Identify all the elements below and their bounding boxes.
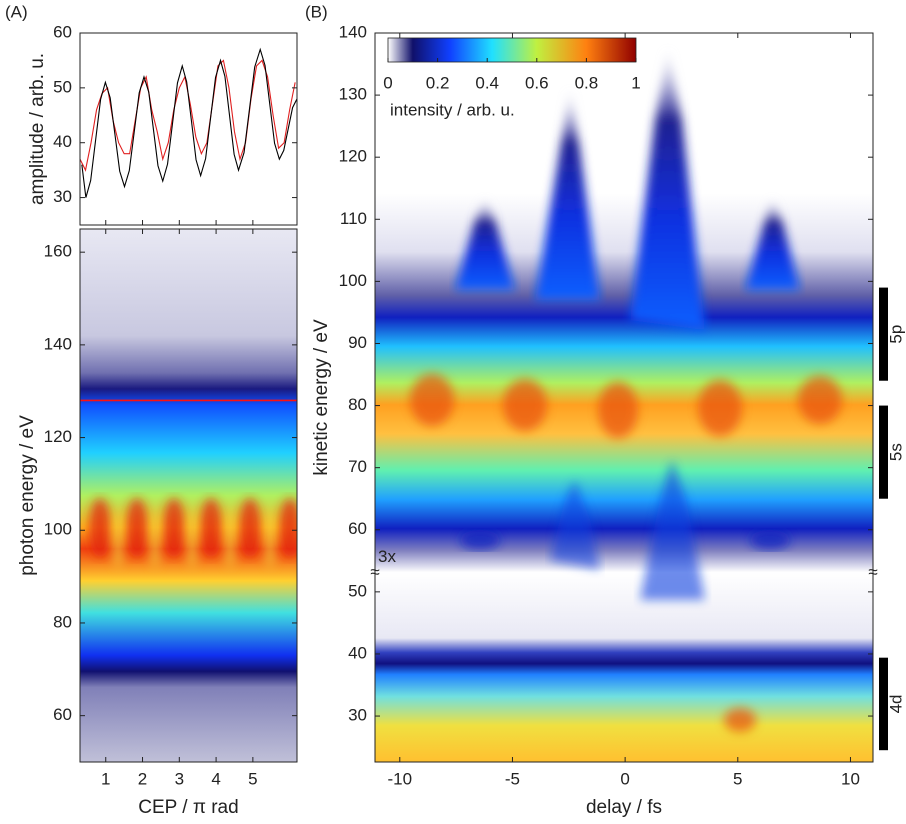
colorbar-tick-label: 0.4	[475, 73, 499, 92]
y-tick-label: 60	[53, 705, 72, 724]
y-tick-label: 30	[53, 187, 72, 206]
plot-frame	[79, 228, 298, 763]
y-tick-label: 140	[339, 22, 367, 41]
y-tick-label: 110	[340, 209, 367, 228]
band-label: 5s	[886, 443, 905, 461]
band-label: 4d	[886, 694, 905, 713]
y-tick-label: 60	[348, 519, 367, 538]
y-tick-label: 120	[339, 147, 367, 166]
x-tick-label: 2	[138, 769, 147, 788]
y-tick-label: 40	[348, 643, 367, 662]
x-tick-label: 5	[733, 769, 742, 788]
panel-label: (A)	[5, 2, 28, 21]
x-tick-label: 1	[101, 769, 110, 788]
heatmap-b	[375, 33, 873, 762]
y-tick-label: 90	[348, 333, 367, 352]
x-tick-label: 10	[841, 769, 860, 788]
y-tick-label: 160	[44, 242, 72, 261]
x-tick-label: -10	[387, 769, 412, 788]
y-tick-label: 30	[348, 706, 367, 725]
x-axis-label: delay / fs	[586, 797, 662, 818]
colorbar-tick-label: 0.6	[525, 73, 549, 92]
y-tick-label: 140	[44, 334, 72, 353]
plot-frame	[79, 32, 298, 226]
y-tick-label: 130	[339, 85, 367, 104]
colorbar	[387, 37, 637, 63]
axis-break: ≈	[868, 563, 877, 582]
y-axis-label: kinetic energy / eV	[311, 319, 332, 476]
x-tick-label: 3	[175, 769, 184, 788]
x-tick-label: 4	[211, 769, 220, 788]
y-tick-label: 100	[44, 520, 72, 539]
band-marker	[879, 405, 888, 499]
colorbar-tick-label: 0.2	[426, 73, 450, 92]
panel-label: (B)	[305, 2, 328, 21]
y-tick-label: 120	[44, 427, 72, 446]
y-tick-label: 40	[53, 132, 72, 151]
y-tick-label: 70	[348, 457, 367, 476]
y-tick-label: 100	[339, 271, 367, 290]
colorbar-tick-label: 0	[383, 73, 392, 92]
y-tick-label: 80	[348, 395, 367, 414]
band-label: 5p	[886, 325, 905, 344]
x-tick-label: -5	[505, 769, 520, 788]
colorbar-tick-label: 1	[631, 73, 640, 92]
colorbar-label: intensity / arb. u.	[390, 100, 515, 119]
y-axis-label: amplitude / arb. u.	[27, 53, 48, 205]
colorbar-tick-label: 0.8	[575, 73, 599, 92]
y-axis-label: photon energy / eV	[17, 415, 38, 576]
band-marker	[879, 657, 888, 751]
plot-frame	[374, 32, 874, 763]
y-tick-label: 80	[53, 612, 72, 631]
y-tick-label: 60	[53, 22, 72, 41]
heatmap-a	[80, 229, 297, 762]
band-marker	[879, 287, 888, 381]
y-tick-label: 50	[348, 581, 367, 600]
data-line	[81, 47, 298, 198]
x-tick-label: 5	[248, 769, 257, 788]
x-axis-label: CEP / π rad	[138, 797, 238, 818]
y-tick-label: 50	[53, 77, 72, 96]
axis-break: ≈	[370, 563, 379, 582]
scale-annotation: 3x	[378, 547, 396, 566]
x-tick-label: 0	[620, 769, 629, 788]
